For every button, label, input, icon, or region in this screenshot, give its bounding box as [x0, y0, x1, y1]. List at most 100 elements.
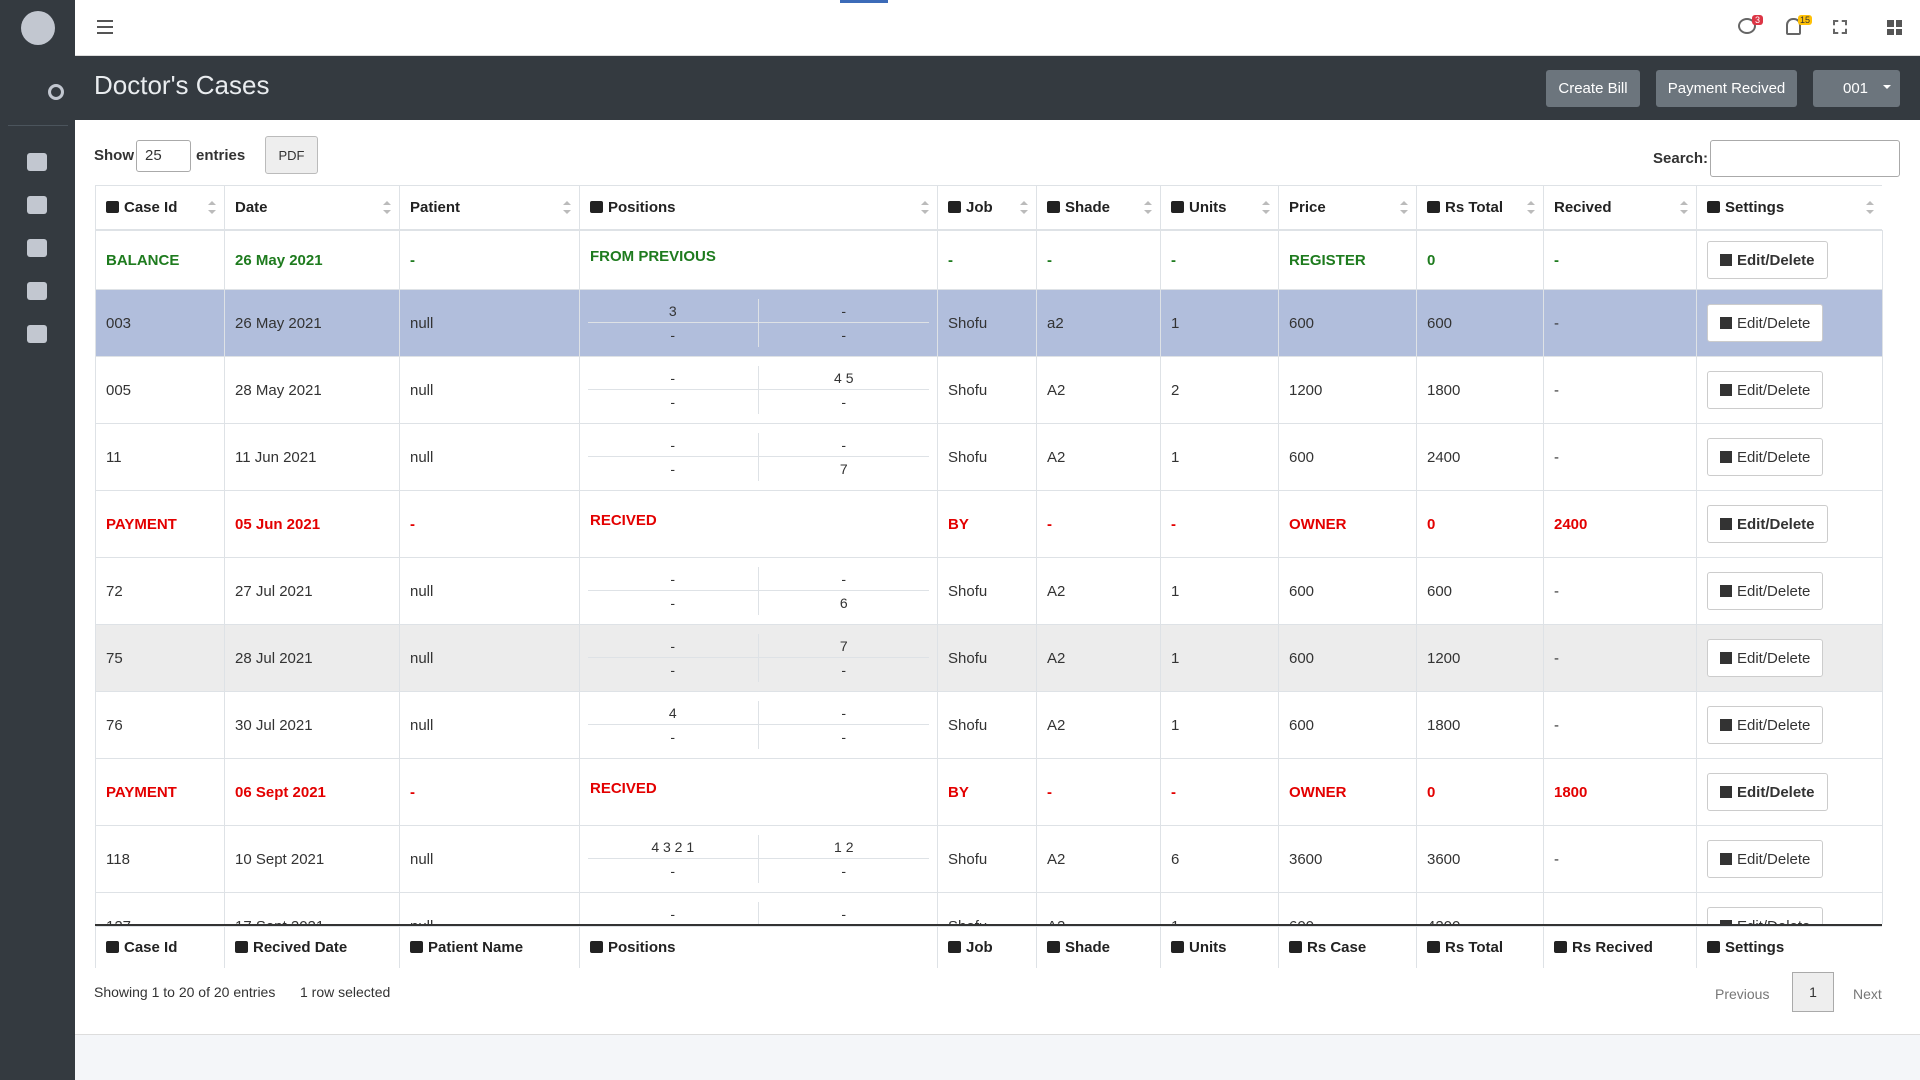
next-button[interactable]: Next: [1853, 986, 1882, 1002]
cell-text: Shofu: [948, 918, 987, 925]
column-label: Settings: [1725, 199, 1785, 216]
table-cell: Shofu: [937, 423, 1037, 491]
table-cell: Shofu: [937, 557, 1037, 625]
edit-delete-button[interactable]: Edit/Delete: [1707, 639, 1824, 677]
column-label: Rs Recived: [1572, 939, 1653, 956]
user-icon[interactable]: [27, 196, 47, 214]
table-cell: 1200: [1278, 356, 1417, 424]
table-cell: 1800: [1416, 691, 1544, 759]
edit-delete-button[interactable]: Edit/Delete: [1707, 572, 1824, 610]
edit-delete-button[interactable]: Edit/Delete: [1707, 907, 1824, 924]
table-cell: -: [1543, 624, 1697, 692]
settings-cell: Edit/Delete: [1696, 624, 1883, 692]
tab-indicator: [840, 0, 888, 3]
power-icon[interactable]: [48, 84, 64, 100]
cell-text: 600: [1289, 448, 1315, 466]
column-label: Patient: [410, 199, 461, 216]
table-cell: -: [1543, 557, 1697, 625]
table-cell: --- 7: [579, 423, 938, 491]
fullscreen-icon[interactable]: [1833, 20, 1847, 34]
payment-button[interactable]: Payment Recived: [1656, 70, 1797, 107]
table-row[interactable]: 72 27 Jul 2021 null - - -6 Shofu A2 1 600 600- Edit…: [95, 557, 1883, 625]
cell-text: 127: [106, 918, 131, 925]
reports-icon[interactable]: [27, 325, 47, 343]
previous-button[interactable]: Previous: [1715, 986, 1770, 1002]
cell-text: 1: [1171, 918, 1179, 925]
table-row[interactable]: PAYMENT 05 Jun 2021 - RECIVED BY - - OWNER 0 2400…: [95, 490, 1883, 558]
position: 7: [758, 634, 929, 658]
table-row[interactable]: 003 26 May 2021 null 3- - - Shofu a2 1 600 600- Edi…: [95, 289, 1883, 357]
cell-text: null: [410, 582, 434, 600]
edit-delete-button[interactable]: Edit/Delete: [1707, 840, 1824, 878]
table-row[interactable]: PAYMENT 06 Sept 2021 - RECIVED BY - - OWNER 0 180…: [95, 758, 1883, 826]
column-icon: [106, 941, 119, 953]
column-header: Recived: [1543, 185, 1697, 230]
edit-label: Edit/Delete: [1737, 582, 1811, 600]
table-cell: 600: [1278, 289, 1417, 357]
cell-text: null: [410, 716, 434, 734]
table-foot: Case Id Recived Date Patient Name Positions…: [95, 924, 1882, 968]
position: -: [588, 390, 759, 414]
pdf-button[interactable]: PDF: [265, 136, 318, 174]
table-body: BALANCE 26 May 2021- FROM PREVIOUS - - - REGIS…: [95, 230, 1902, 924]
edit-delete-button[interactable]: Edit/Delete: [1707, 241, 1828, 279]
column-label: Shade: [1065, 199, 1111, 216]
table-cell: 11: [95, 423, 225, 491]
column-label: Date: [235, 199, 268, 216]
table-cell: 003: [95, 289, 225, 357]
cell-text: 30 Jul 2021: [235, 716, 313, 734]
edit-delete-button[interactable]: Edit/Delete: [1707, 371, 1824, 409]
table-row[interactable]: 11 11 Jun 2021 null - - -7 Shofu A2 1 600 2400- Edi…: [95, 423, 1883, 491]
position: 4: [588, 701, 759, 725]
edit-delete-button[interactable]: Edit/Delete: [1707, 505, 1828, 543]
table-cell: null: [399, 624, 580, 692]
list-icon[interactable]: [27, 239, 47, 257]
table-row[interactable]: 75 28 Jul 2021 null -7- - Shofu A2 1 600 1200- Edi…: [95, 624, 1883, 692]
cell-text: A2: [1047, 918, 1065, 925]
sort-down: [1680, 210, 1688, 214]
table-row[interactable]: 76 30 Jul 2021 null 4- - - Shofu A2 1 600 1800- Edi…: [95, 691, 1883, 759]
dashboard-icon[interactable]: [27, 153, 47, 171]
settings-cell: Edit/Delete: [1696, 289, 1883, 357]
table-cell: 4---: [579, 691, 938, 759]
search-input[interactable]: [1710, 140, 1900, 177]
cell-text: 10 Sept 2021: [235, 850, 325, 868]
column-label: Shade: [1065, 939, 1111, 956]
column-icon: [1289, 941, 1302, 953]
cell-text: -: [410, 251, 415, 269]
header-table: Case Id Date Patient Positions Job Shade Units…: [95, 185, 1882, 230]
sort-up: [208, 201, 216, 205]
cell-text: 6: [1171, 850, 1180, 868]
column-label: Positions: [608, 199, 676, 216]
content: Show 25 entries PDF Search: Case Id Date P…: [75, 120, 1920, 1035]
users-icon[interactable]: [27, 282, 47, 300]
edit-delete-button[interactable]: Edit/Delete: [1707, 773, 1828, 811]
table-row[interactable]: 005 28 May 2021 null -4 5- - Shofu A2 2 1200 1800…: [95, 356, 1883, 424]
edit-delete-button[interactable]: Edit/Delete: [1707, 706, 1824, 744]
notifications-icon[interactable]: [1786, 18, 1801, 35]
cell-text: null: [410, 649, 434, 667]
apps-icon[interactable]: [1887, 20, 1902, 35]
positions-grid: -4 5--: [588, 366, 929, 414]
table-cell: A2: [1036, 825, 1161, 893]
table-cell: -: [1543, 356, 1697, 424]
page-button[interactable]: 1: [1792, 972, 1834, 1012]
table-cell: -4 5--: [579, 356, 938, 424]
cell-text: 2400: [1554, 515, 1588, 533]
table-row[interactable]: BALANCE 26 May 2021 - FROM PREVIOUS - - - REGIS…: [95, 230, 1883, 290]
doctor-select[interactable]: 001: [1813, 70, 1900, 107]
entries-select[interactable]: 25: [136, 140, 191, 172]
create-bill-button[interactable]: Create Bill: [1546, 70, 1640, 107]
cell-text: Shofu: [948, 649, 988, 667]
logo[interactable]: [21, 11, 55, 45]
edit-icon: [1720, 254, 1732, 266]
table-cell: -: [1160, 490, 1279, 558]
table-row[interactable]: 127 17 Sept 2021 null ---6 Shofu A2 1 600 4200 - E…: [95, 892, 1883, 925]
edit-delete-button[interactable]: Edit/Delete: [1707, 304, 1824, 342]
messages-icon[interactable]: [1738, 18, 1756, 34]
menu-toggle[interactable]: [97, 20, 113, 34]
edit-delete-button[interactable]: Edit/Delete: [1707, 438, 1824, 476]
table-cell: -: [1543, 423, 1697, 491]
table-cell: 17 Sept 2021: [224, 892, 400, 924]
